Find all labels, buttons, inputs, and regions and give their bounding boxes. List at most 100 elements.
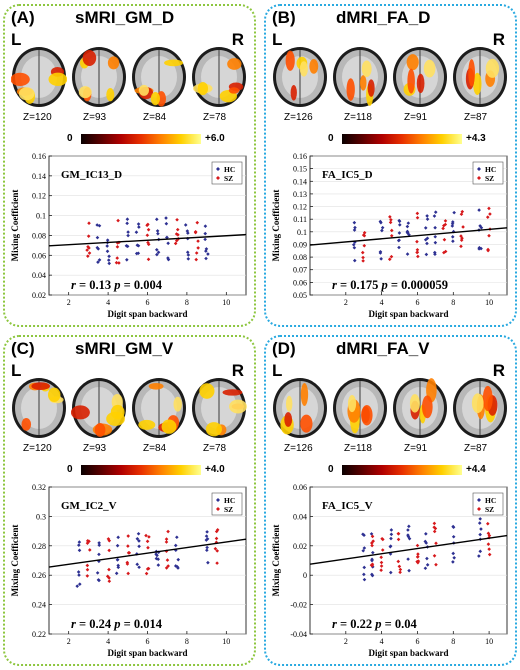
hc-point [406,534,411,539]
hc-point [185,229,190,233]
hc-point [137,225,141,229]
hc-point [154,552,158,556]
sz-point [107,579,112,584]
y-tick-label: 0.16 [32,152,46,161]
brain-slice-image [273,47,327,107]
hc-point [166,256,170,260]
panel-title: dMRI_FA_V [336,339,430,358]
sz-point [370,563,374,568]
colorbar-max-label: +6.0 [205,133,225,144]
panel-label: (D) [272,339,296,358]
stats-annotation: r = 0.24 p = 0.014 [71,617,163,631]
colorbar [342,134,462,144]
sz-point [459,244,463,249]
legend-label: HC [224,496,235,505]
hc-point [77,540,82,544]
y-tick-label: 0.28 [32,542,46,551]
colorbar [342,465,462,475]
hc-point [205,530,209,534]
sz-point [145,223,149,228]
hc-point [477,521,482,525]
slice-z-label: Z=126 [284,112,313,123]
x-tick-label: 4 [106,637,110,646]
activation-blob [82,50,97,67]
sz-point [442,223,446,228]
r-symbol: r [71,278,76,292]
y-tick-label: 0.1 [36,212,46,221]
hc-point [77,582,82,586]
p-value: = 0.04 [382,617,418,631]
sz-point [164,537,169,541]
sz-point [460,236,464,241]
activation-blob [138,84,150,96]
sz-point [370,534,375,539]
y-axis-label: Mixing Coefficient [271,525,281,597]
y-tick-label: 0.3 [36,512,46,521]
hc-point [425,241,429,246]
right-hemisphere-label: R [231,361,244,380]
slice-z-label: Z=84 [143,112,167,123]
hc-point [95,245,100,250]
chart-title: GM_IC13_D [61,169,122,181]
colorbar-min-label: 0 [67,133,73,144]
hc-point [156,231,160,236]
legend-marker [477,167,481,171]
activation-blob [421,395,433,419]
legend-label: SZ [485,505,494,514]
sz-point [441,226,445,231]
p-value: = 0.000059 [388,278,448,292]
hc-point [423,226,428,230]
legend-label: SZ [485,174,494,183]
hc-point [479,246,483,251]
brain-slice [272,377,328,444]
hc-point [433,234,438,239]
hc-point [478,532,482,537]
sz-point [415,250,420,255]
sz-point [144,571,149,576]
chart-title: FA_IC5_V [322,500,373,512]
sz-point [194,251,199,255]
sz-point [174,238,179,243]
activation-blob [409,394,420,413]
hc-point [479,225,484,230]
activation-blob [148,382,164,390]
hc-point [432,214,437,218]
y-tick-label: 0.04 [293,512,307,521]
hc-point [204,538,209,542]
brain-slice-image [12,378,66,438]
left-hemisphere-label: L [272,361,283,380]
r-symbol: r [71,617,76,631]
hc-point [203,237,207,242]
activation-blob [94,423,106,437]
hc-point [407,524,411,529]
colorbar [81,465,201,475]
sz-point [487,552,492,557]
activation-blob [138,419,156,430]
hc-point [362,565,367,570]
hc-point [450,224,455,228]
hc-point [362,546,367,550]
hc-point [97,552,101,557]
brain-slice [452,377,508,444]
brain-slice-image [333,47,387,107]
hc-point [478,517,482,521]
sz-point [166,529,170,534]
sz-point [87,548,92,552]
activation-blob [107,56,120,70]
hc-point [478,224,482,228]
activation-blob [285,395,293,412]
activation-blob [150,91,161,106]
sz-point [485,215,490,219]
sz-point [115,256,120,260]
x-axis-label: Digit span backward [107,309,187,319]
y-tick-label: 0.11 [293,215,307,224]
brain-slice-image [333,378,387,438]
hc-point [452,555,456,560]
brain-slice-image [453,47,507,107]
activation-blob [407,68,415,94]
hc-point [361,548,366,553]
scatter-plot: 0.02 0.04 0.06 0.08 0.1 0.12 0.14 0.16 2 4 6 8 10 GM_… [9,150,252,326]
sz-point [85,574,90,578]
sz-point [86,234,91,238]
y-tick-label: 0.22 [32,630,46,639]
